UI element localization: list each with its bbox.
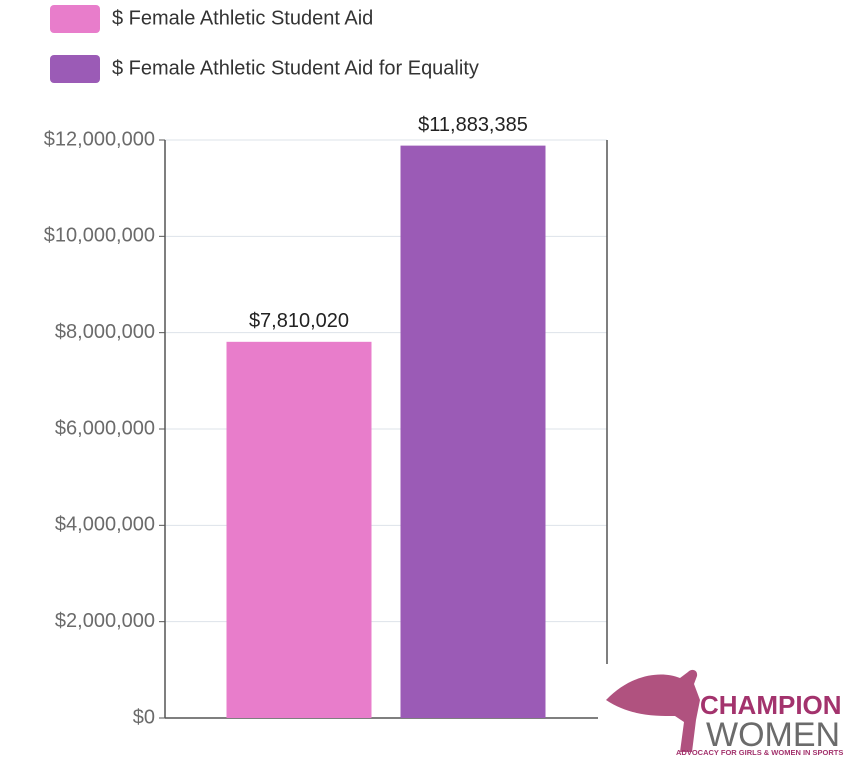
- y-tick-label: $10,000,000: [44, 225, 155, 247]
- value-label: $11,883,385: [418, 114, 528, 136]
- y-tick-label: $8,000,000: [55, 321, 155, 343]
- logo-figure: [606, 669, 700, 752]
- logo-name-bottom: WOMEN: [706, 716, 840, 754]
- value-label: $7,810,020: [249, 310, 349, 332]
- bar: [226, 341, 372, 718]
- y-tick-label: $12,000,000: [44, 128, 155, 150]
- legend-label: $ Female Athletic Student Aid: [112, 7, 373, 29]
- y-tick-label: $0: [133, 706, 155, 728]
- logo-name-top: CHAMPION: [700, 690, 842, 720]
- y-tick-label: $2,000,000: [55, 610, 155, 632]
- legend-label: $ Female Athletic Student Aid for Equali…: [112, 57, 479, 79]
- bar: [400, 145, 546, 719]
- y-tick-label: $4,000,000: [55, 514, 155, 536]
- logo: CHAMPION WOMEN ADVOCACY FOR GIRLS & WOME…: [606, 669, 843, 757]
- logo-tagline: ADVOCACY FOR GIRLS & WOMEN IN SPORTS: [676, 748, 843, 757]
- legend-swatch: [50, 55, 100, 83]
- legend-swatch: [50, 5, 100, 33]
- y-tick-label: $6,000,000: [55, 417, 155, 439]
